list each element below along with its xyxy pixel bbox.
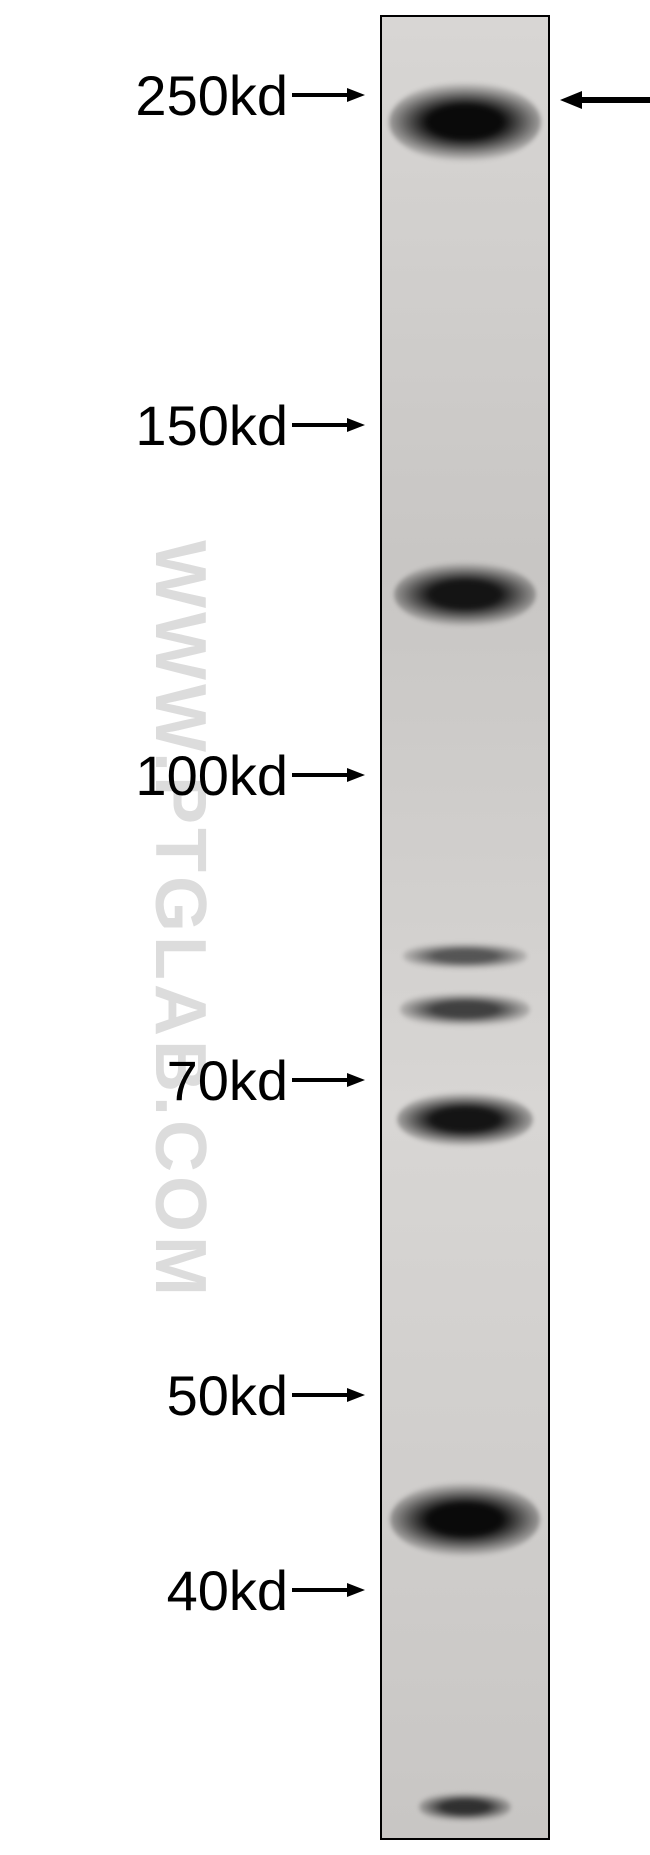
mw-marker-text: 50kd [167, 1363, 288, 1428]
arrow-right-icon [292, 763, 370, 787]
western-blot-figure: WWW.PTGLAB.COM 250kd 150kd 100kd 70kd 50kd 40… [0, 0, 650, 1855]
mw-marker-label: 40kd [0, 1556, 370, 1624]
mw-marker-label: 50kd [0, 1361, 370, 1429]
mw-marker-label: 100kd [0, 741, 370, 809]
arrow-right-icon [292, 1578, 370, 1602]
mw-marker-label: 70kd [0, 1046, 370, 1114]
mw-marker-text: 150kd [135, 393, 288, 458]
mw-marker-text: 70kd [167, 1048, 288, 1113]
blot-band [394, 562, 535, 627]
arrow-right-icon [292, 83, 370, 107]
blot-band [389, 82, 542, 162]
arrow-right-icon [292, 413, 370, 437]
mw-marker-label: 250kd [0, 61, 370, 129]
mw-marker-text: 40kd [167, 1558, 288, 1623]
target-band-arrow [560, 86, 650, 114]
blot-band [419, 1792, 510, 1822]
blot-lane [380, 15, 550, 1840]
blot-band [390, 1482, 539, 1557]
arrow-right-icon [292, 1383, 370, 1407]
mw-marker-label: 150kd [0, 391, 370, 459]
mw-marker-text: 250kd [135, 63, 288, 128]
blot-band [400, 992, 529, 1027]
arrow-left-icon [560, 86, 650, 114]
watermark-text: WWW.PTGLAB.COM [139, 540, 221, 1300]
mw-marker-text: 100kd [135, 743, 288, 808]
blot-band [397, 1092, 533, 1147]
blot-band [403, 942, 528, 970]
arrow-right-icon [292, 1068, 370, 1092]
